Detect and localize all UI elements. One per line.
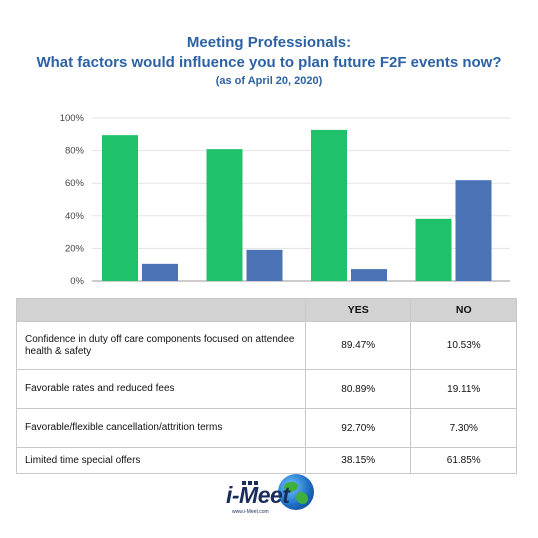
row-no-value: 7.30%: [410, 408, 517, 448]
logo-dots: [242, 472, 260, 490]
bar-no-1: [142, 263, 178, 281]
table-header-row: YES NO: [16, 298, 517, 322]
row-label: Limited time special offers: [16, 447, 306, 474]
logo-url: www.i-Meet.com: [232, 509, 269, 515]
bar-chart: 0% 20% 40% 60% 80% 100%: [60, 113, 510, 287]
row-yes-value: 80.89%: [304, 369, 412, 409]
bar-no-2: [246, 249, 283, 281]
row-yes-value: 92.70%: [304, 408, 412, 448]
y-tick-label: 20%: [65, 243, 85, 254]
chart-question: What factors would influence you to plan…: [36, 54, 502, 71]
row-no-value: 19.11%: [410, 369, 517, 409]
header-empty: [16, 298, 306, 322]
globe-icon: [278, 474, 314, 510]
row-yes-value: 89.47%: [304, 321, 412, 370]
row-no-value: 10.53%: [410, 321, 517, 370]
bar-yes-1: [102, 135, 138, 281]
data-table: YES NO Confidence in duty off care compo…: [16, 298, 517, 474]
chart-subtitle: (as of April 20, 2020): [215, 75, 323, 87]
header-yes: YES: [304, 298, 412, 322]
bar-yes-4: [415, 218, 452, 281]
y-tick-label: 60%: [65, 178, 85, 189]
table-row: Confidence in duty off care components f…: [16, 321, 517, 370]
y-tick-label: 0%: [70, 276, 84, 287]
table-row: Favorable/flexible cancellation/attritio…: [16, 408, 517, 448]
bar-no-3: [351, 269, 387, 281]
chart-title: Meeting Professionals:: [186, 34, 352, 51]
table-row: Limited time special offers 38.15% 61.85…: [16, 447, 517, 474]
header-no: NO: [410, 298, 517, 322]
y-tick-label: 80%: [65, 146, 85, 157]
row-no-value: 61.85%: [410, 447, 517, 474]
table-row: Favorable rates and reduced fees 80.89% …: [16, 369, 517, 409]
y-tick-label: 100%: [60, 113, 85, 124]
i-meet-logo: i-Meet www.i-Meet.com: [226, 470, 318, 520]
y-tick-label: 40%: [65, 211, 85, 222]
logo-text: i-Meet: [226, 482, 290, 508]
bar-yes-2: [206, 149, 243, 281]
row-label: Favorable/flexible cancellation/attritio…: [16, 408, 306, 448]
row-label: Confidence in duty off care components f…: [16, 321, 306, 370]
row-yes-value: 38.15%: [304, 447, 412, 474]
row-label: Favorable rates and reduced fees: [16, 369, 306, 409]
bar-no-4: [455, 180, 492, 281]
bar-yes-3: [311, 129, 347, 281]
